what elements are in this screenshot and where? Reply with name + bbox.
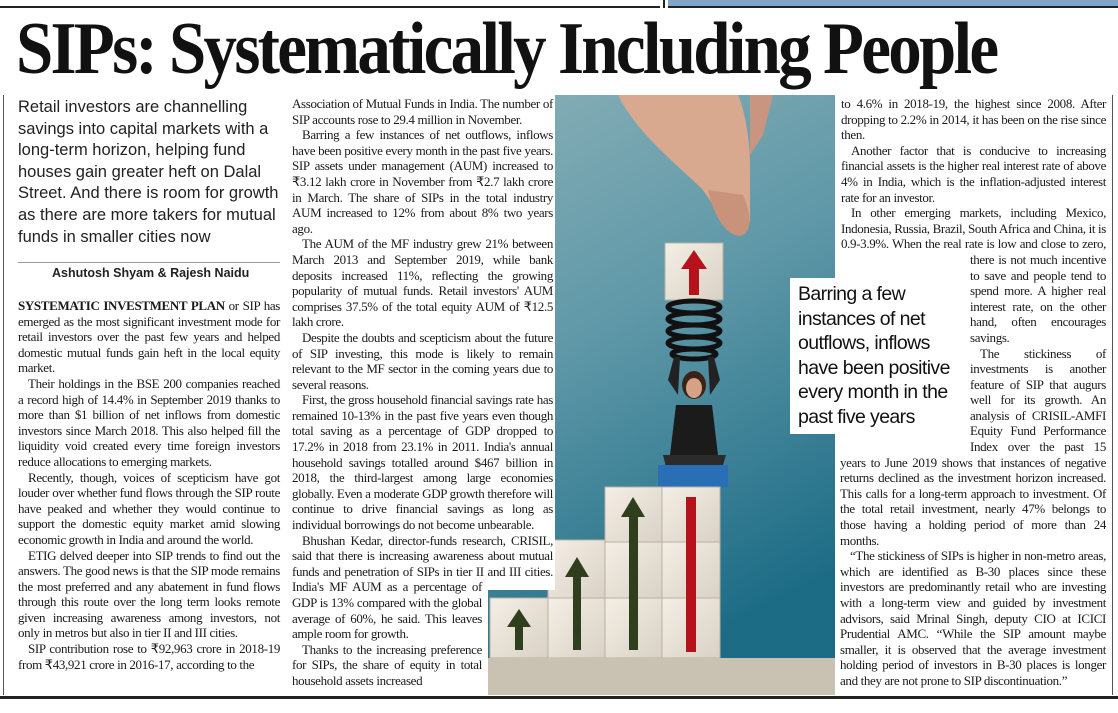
laptop-icon — [658, 465, 728, 487]
left-border — [3, 95, 4, 695]
paragraph: Recently, though, voices of scepticism h… — [18, 469, 280, 547]
paragraph: “The stickiness of SIPs is higher in non… — [840, 548, 1106, 688]
right-column: to 4.6% in 2018-19, the highest since 20… — [840, 96, 1106, 689]
bottom-rule — [0, 696, 1118, 699]
paragraph: Thanks to the increasing preference for … — [292, 641, 482, 688]
pull-quote: Barring a few instances of net outflows,… — [790, 278, 956, 434]
paragraph: The stickiness of investments is another… — [840, 345, 1106, 548]
top-strip-rule — [0, 0, 660, 8]
paragraph: SIP contribution rose to ₹92,963 crore i… — [18, 641, 280, 672]
top-strip-adjacent-story — [668, 0, 1118, 8]
wrap-spacer — [482, 590, 554, 710]
paragraph: ETIG delved deeper into SIP trends to fi… — [18, 547, 280, 641]
spring-icon — [665, 298, 723, 362]
right-border — [1112, 95, 1113, 695]
byline-rule — [18, 262, 280, 263]
paragraph: Association of Mutual Funds in India. Th… — [292, 96, 553, 127]
paragraph: SYSTEMATIC INVESTMENT PLAN or SIP has em… — [18, 298, 280, 376]
hand-icon — [618, 95, 773, 236]
paragraph: Bhushan Kedar, director-funds research, … — [292, 532, 553, 642]
paragraph-text: or SIP has emerged as the most significa… — [18, 298, 280, 376]
top-strip — [0, 0, 1118, 8]
top-strip-separator — [663, 0, 665, 8]
left-column: SYSTEMATIC INVESTMENT PLAN or SIP has em… — [18, 298, 280, 672]
arrow-up-icon — [507, 497, 696, 652]
wrap-spacer — [553, 96, 554, 590]
deck: Retail investors are channelling savings… — [18, 98, 279, 246]
woman-figure — [658, 357, 728, 487]
paragraph: The AUM of the MF industry grew 21% betw… — [292, 236, 553, 330]
paragraph: Despite the doubts and scepticism about … — [292, 329, 553, 392]
lead-in: SYSTEMATIC INVESTMENT PLAN — [18, 298, 225, 313]
paragraph: Their holdings in the BSE 200 companies … — [18, 375, 280, 469]
paragraph: Another factor that is conducive to incr… — [841, 142, 1106, 205]
paragraph: In other emerging markets, including Mex… — [841, 205, 1106, 345]
paragraph: First, the gross household financial sav… — [292, 392, 553, 533]
byline: Ashutosh Shyam & Rajesh Naidu — [52, 266, 250, 280]
headline: SIPs: Systematically Including People — [16, 8, 999, 90]
paragraph: Barring a few instances of net outflows,… — [292, 127, 553, 236]
middle-column: Association of Mutual Funds in India. Th… — [292, 96, 554, 710]
paragraph: to 4.6% in 2018-19, the highest since 20… — [841, 96, 1106, 143]
top-block-red-arrow — [664, 242, 724, 301]
